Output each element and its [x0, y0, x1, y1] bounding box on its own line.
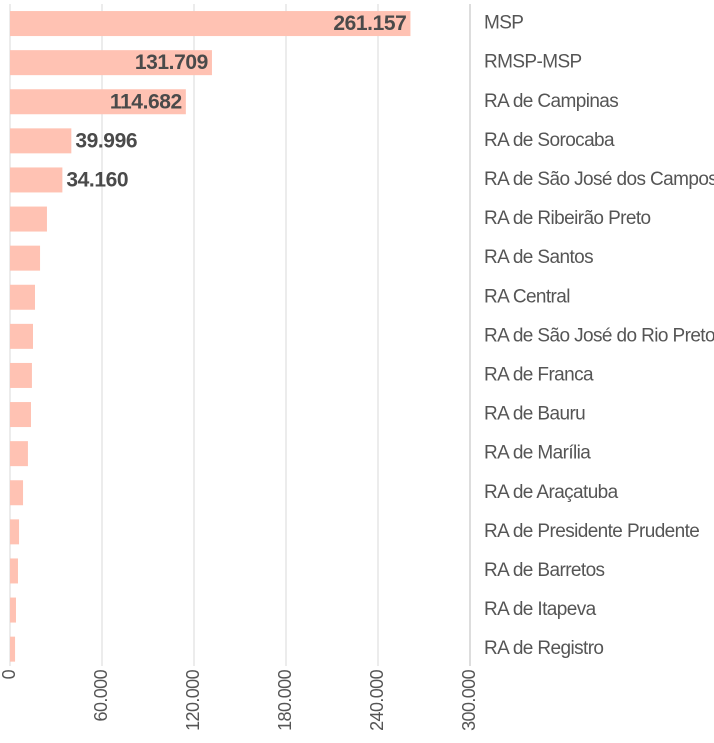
bar [10, 206, 47, 232]
bar [10, 519, 20, 545]
category-label: RA de Ribeirão Preto [484, 208, 651, 229]
category-label: RA de Barretos [484, 560, 605, 581]
category-label: RA de Presidente Prudente [484, 521, 699, 542]
category-label: RA de Franca [484, 364, 594, 385]
category-label: MSP [484, 13, 523, 34]
category-label: RA de Campinas [484, 91, 618, 112]
category-label: RA de Santos [484, 247, 593, 268]
value-label: 34.160 [66, 168, 128, 191]
category-label: RA de Bauru [484, 404, 585, 425]
bar [10, 11, 411, 37]
x-tick-label: 60.000 [91, 669, 111, 721]
value-label: 39.996 [75, 129, 137, 152]
value-label: 261.157 [333, 12, 406, 35]
bar [10, 597, 16, 623]
x-tick-label: 300.000 [459, 669, 479, 730]
category-label: RMSP-MSP [484, 52, 582, 73]
bar [10, 402, 32, 428]
category-label: RA de Itapeva [484, 599, 597, 620]
category-label: RA Central [484, 286, 570, 307]
category-label: RA de Sorocaba [484, 130, 615, 151]
bar [10, 362, 32, 388]
x-tick-label: 240.000 [367, 669, 387, 730]
value-label: 131.709 [135, 51, 208, 74]
bar [10, 480, 24, 506]
x-tick-label: 120.000 [183, 669, 203, 730]
category-label: RA de Registro [484, 638, 603, 659]
category-label: RA de Marília [484, 443, 591, 464]
category-label: RA de Araçatuba [484, 482, 619, 503]
bar [10, 284, 35, 310]
bar [10, 245, 41, 271]
bar [10, 50, 212, 76]
bar [10, 441, 28, 467]
bar [10, 558, 18, 584]
x-tick-label: 180.000 [275, 669, 295, 730]
value-label: 114.682 [110, 90, 182, 113]
bar [10, 323, 33, 349]
bar [10, 167, 63, 193]
bar [10, 636, 16, 662]
category-label: RA de São José dos Campos [484, 169, 714, 190]
category-label: RA de São José do Rio Preto [484, 325, 714, 346]
bar [10, 89, 186, 115]
bar [10, 128, 72, 154]
x-tick-label: 0 [0, 669, 19, 679]
